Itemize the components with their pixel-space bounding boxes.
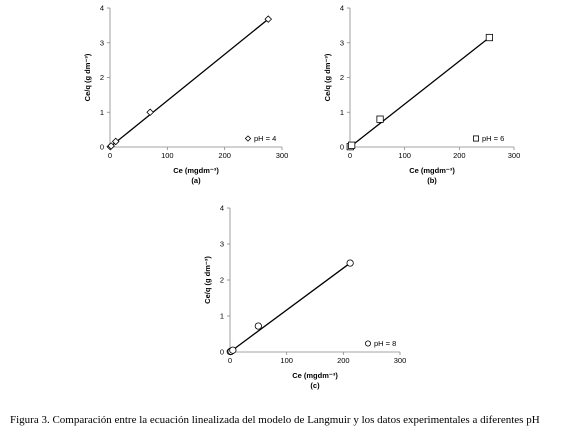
legend-marker [364,340,371,347]
panel-label: (a) [191,176,201,185]
data-point [264,15,273,23]
x-axis-label: Ce (mgdm⁻³) [409,166,455,175]
y-tick-label: 1 [100,108,104,117]
x-tick-label: 300 [508,151,521,160]
y-axis-label: Ce/q (g dm⁻³) [323,53,332,101]
fit-line [109,18,269,148]
x-tick-label: 200 [337,356,350,365]
legend-label: pH = 4 [254,134,276,143]
chart-panel-1: 0 1 2 3 4 0 100 200 300 Ce (mgdm⁻³)(a) Ce/q (g dm⁻… [83,4,288,186]
data-point [348,141,356,149]
y-tick-label: 3 [340,38,344,47]
y-tick-label: 3 [100,38,104,47]
data-point [107,142,115,150]
y-tick-label: 0 [100,143,104,152]
y-tick-label: 2 [220,276,224,285]
panel-label: (c) [310,381,320,390]
y-axis-label: Ce/q (g dm⁻³) [203,256,212,304]
x-tick-label: 0 [108,151,112,160]
legend-label: pH = 6 [482,134,504,143]
data-point [346,259,354,267]
x-tick-label: 100 [398,151,411,160]
x-axis-label: Ce (mgdm⁻³) [173,166,219,175]
data-point [146,108,154,117]
x-tick-label: 300 [394,356,407,365]
x-tick-label: 300 [276,151,289,160]
x-tick-label: 200 [218,151,231,160]
x-tick-label: 0 [348,151,352,160]
data-point [485,33,494,42]
y-axis-label: Ce/q (g dm⁻³) [83,53,92,101]
data-point [111,137,120,146]
y-tick-label: 4 [220,204,224,213]
data-point [376,115,384,123]
x-tick-label: 100 [280,356,293,365]
x-axis-label: Ce (mgdm⁻³) [292,371,338,380]
y-tick-label: 2 [100,73,104,82]
legend-label: pH = 8 [374,339,396,348]
y-tick-label: 1 [340,108,344,117]
legend-marker [472,135,479,142]
fit-line [349,37,490,148]
chart-panel-3: 0 1 2 3 4 0 100 200 300 Ce (mgdm⁻³)(c) Ce/q (g dm⁻… [203,204,406,391]
y-tick-label: 4 [340,4,344,13]
y-tick-label: 0 [220,348,224,357]
y-tick-label: 4 [100,4,104,13]
data-point [229,346,237,354]
y-tick-label: 0 [340,143,344,152]
chart-panel-2: 0 1 2 3 4 0 100 200 300 Ce (mgdm⁻³)(b) Ce/q (g dm⁻… [323,4,520,186]
fit-line [229,262,351,353]
x-tick-label: 100 [161,151,174,160]
y-tick-label: 2 [340,73,344,82]
figure-caption: Figura 3. Comparación entre la ecuación … [10,414,540,426]
y-tick-label: 3 [220,240,224,249]
legend-marker [244,135,252,142]
y-tick-label: 1 [220,312,224,321]
x-tick-label: 0 [228,356,232,365]
data-point [254,322,262,330]
x-tick-label: 200 [453,151,466,160]
panel-label: (b) [427,176,437,185]
